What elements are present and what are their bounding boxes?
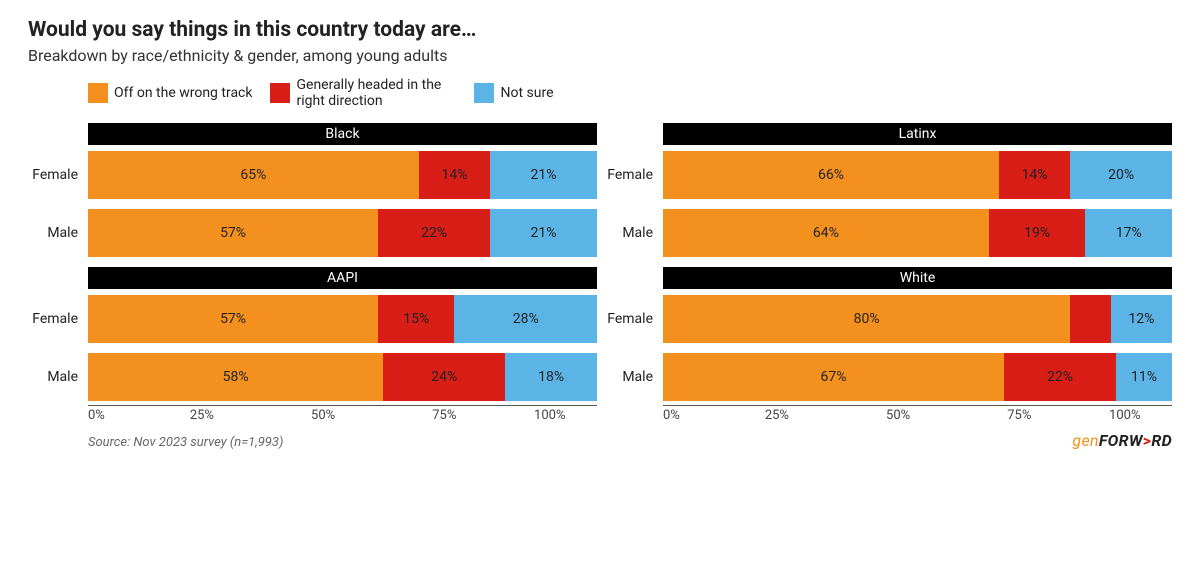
bar-row: 57%22%21% [88,209,597,257]
panels-grid: FemaleMaleBlack65%14%21%57%22%21%FemaleM… [28,123,1172,423]
bar-segment: 17% [1085,209,1172,257]
bar-segment: 67% [663,353,1004,401]
bar-segment: 64% [663,209,989,257]
x-axis: 0% 25% 50% 75% 100% [88,405,597,423]
x-axis-tick: 75% [432,408,456,423]
bar-segment: 19% [989,209,1086,257]
y-axis-label: Female [28,295,88,343]
bar-segment: 24% [383,353,505,401]
panel-body: White 80% 12% 67%22%11% 0% 25% 50% 75% 100% [663,267,1172,423]
logo-gen: gen [1072,431,1098,450]
legend-swatch [88,83,108,103]
bar-segment: 28% [454,295,597,343]
logo-genforward: genFORW>RD [1072,431,1172,450]
bar-segment: 22% [378,209,490,257]
bars-container: 66%14%20% 64%19%17% [663,145,1172,257]
y-axis-label: Male [603,353,663,401]
panel-body: AAPI 57%15%28% 58%24%18% 0% 25% 50% 75% 100% [88,267,597,423]
legend-swatch [474,83,494,103]
bar-segment: 20% [1070,151,1172,199]
y-axis-labels: Female Male [28,123,88,257]
x-axis-tick: 0% [663,408,680,423]
bar-segment: 57% [88,209,378,257]
panel-header: Black [88,123,597,145]
logo-forw-b: RD [1151,431,1172,450]
bar-segment: 66% [663,151,999,199]
bar-segment: 21% [490,209,597,257]
x-axis-tick: 100% [534,408,565,423]
y-axis-label: Female [603,295,663,343]
panel-header: White [663,267,1172,289]
bar-segment: 14% [419,151,490,199]
bar-segment: 14% [999,151,1070,199]
y-axis-labels: Female Male [603,267,663,423]
x-axis-tick: 50% [311,408,335,423]
legend-label: Generally headed in the right direction [296,77,456,109]
panel: FemaleMaleBlack65%14%21%57%22%21% [28,123,597,257]
y-axis-label: Male [603,209,663,257]
panel: Female Male White 80% 12% 67%22%11% 0% 25% 50% 75… [603,267,1172,423]
legend-label: Not sure [500,85,553,101]
bar-segment: 21% [490,151,597,199]
x-axis-tick: 25% [190,408,214,423]
panel-body: Latinx 66%14%20% 64%19%17% [663,123,1172,257]
bar-segment: 22% [1004,353,1116,401]
bar-segment: 11% [1116,353,1172,401]
y-axis-labels: Female Male [603,123,663,257]
y-axis-label: Female [28,151,88,199]
panel-header: Latinx [663,123,1172,145]
bar-segment: 80% [663,295,1070,343]
x-axis-tick: 100% [1109,408,1140,423]
panel-body: Black65%14%21%57%22%21% [88,123,597,257]
bar-row: 80% 12% [663,295,1172,343]
y-axis-label: Female [603,151,663,199]
bar-row: 64%19%17% [663,209,1172,257]
y-axis-labels: Female Male [28,267,88,423]
panel: Female Male AAPI 57%15%28% 58%24%18% 0% 25% 50%… [28,267,597,423]
chart-title: Would you say things in this country tod… [28,18,1172,42]
source-text: Source: Nov 2023 survey (n=1,993) [88,435,283,450]
legend-swatch [270,83,290,103]
legend-item: Not sure [474,83,553,103]
bars-container: 80% 12% 67%22%11% [663,289,1172,401]
chart-subtitle: Breakdown by race/ethnicity & gender, am… [28,46,1172,65]
bar-segment: 57% [88,295,378,343]
legend-item: Off on the wrong track [88,83,252,103]
bar-segment: 15% [378,295,454,343]
bars-container: 65%14%21%57%22%21% [88,145,597,257]
x-axis-tick: 50% [886,408,910,423]
logo-forw-a: FORW [1099,431,1143,450]
legend-label: Off on the wrong track [114,85,252,101]
bar-segment: 12% [1111,295,1172,343]
bar-row: 67%22%11% [663,353,1172,401]
bar-segment: 18% [505,353,597,401]
chart-footer: Source: Nov 2023 survey (n=1,993) genFOR… [28,431,1172,450]
bar-row: 57%15%28% [88,295,597,343]
bars-container: 57%15%28% 58%24%18% [88,289,597,401]
x-axis-tick: 0% [88,408,105,423]
bar-row: 66%14%20% [663,151,1172,199]
bar-row: 58%24%18% [88,353,597,401]
bar-segment: 58% [88,353,383,401]
x-axis-tick: 25% [765,408,789,423]
panel: Female Male Latinx 66%14%20% 64%19%17% [603,123,1172,257]
bar-segment: 65% [88,151,419,199]
legend-item: Generally headed in the right direction [270,77,456,109]
y-axis-label: Male [28,353,88,401]
x-axis-tick: 75% [1007,408,1031,423]
panel-header: AAPI [88,267,597,289]
legend: Off on the wrong track Generally headed i… [88,77,1172,109]
bar-row: 65%14%21% [88,151,597,199]
y-axis-label: Male [28,209,88,257]
x-axis: 0% 25% 50% 75% 100% [663,405,1172,423]
bar-segment [1070,295,1111,343]
